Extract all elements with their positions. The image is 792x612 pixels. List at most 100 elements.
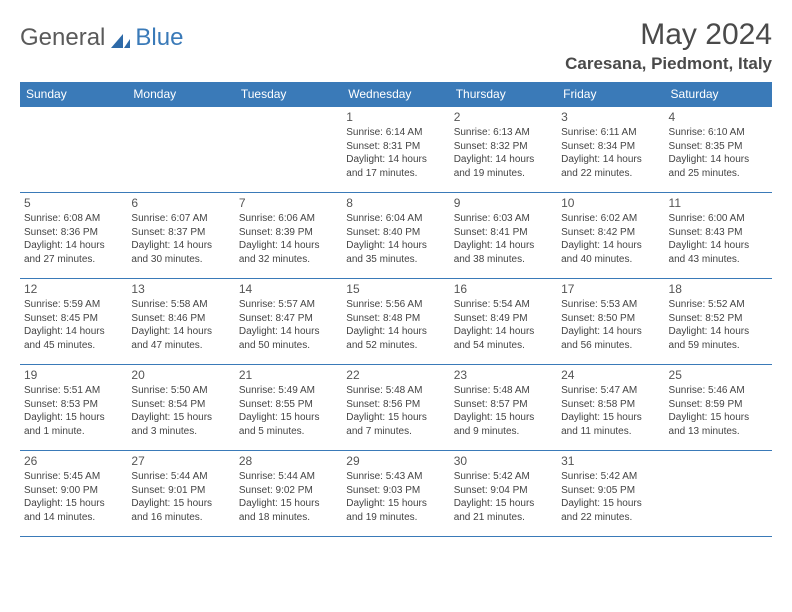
day-header: Sunday bbox=[20, 82, 127, 107]
daylight-line: Daylight: 14 hours and 45 minutes. bbox=[24, 325, 123, 352]
calendar-cell: 8Sunrise: 6:04 AMSunset: 8:40 PMDaylight… bbox=[342, 193, 449, 279]
sunrise-line: Sunrise: 5:44 AM bbox=[131, 470, 230, 484]
day-number: 7 bbox=[239, 196, 338, 210]
calendar-cell: 25 Sunrise: 5:46 AMSunset: 8:59 PMDayligh… bbox=[665, 365, 772, 451]
day-number: 16 bbox=[454, 282, 553, 296]
day-number: 9 bbox=[454, 196, 553, 210]
day-number: 31 bbox=[561, 454, 660, 468]
day-number: 4 bbox=[669, 110, 768, 124]
daylight-line: Daylight: 14 hours and 43 minutes. bbox=[669, 239, 768, 266]
daylight-line: Daylight: 14 hours and 17 minutes. bbox=[346, 153, 445, 180]
day-number: 28 bbox=[239, 454, 338, 468]
sunrise-line: Sunrise: 5:49 AM bbox=[239, 384, 338, 398]
calendar-cell: 7Sunrise: 6:06 AMSunset: 8:39 PMDaylight… bbox=[235, 193, 342, 279]
logo-text-1: General bbox=[20, 24, 105, 52]
location: Caresana, Piedmont, Italy bbox=[565, 54, 772, 74]
sunset-line: Sunset: 8:59 PM bbox=[669, 398, 768, 412]
sunrise-line: Sunrise: 6:11 AM bbox=[561, 126, 660, 140]
daylight-line: Daylight: 15 hours and 11 minutes. bbox=[561, 411, 660, 438]
sunrise-line: Sunrise: 5:50 AM bbox=[131, 384, 230, 398]
sunset-line: Sunset: 8:50 PM bbox=[561, 312, 660, 326]
day-number: 15 bbox=[346, 282, 445, 296]
day-number: 13 bbox=[131, 282, 230, 296]
day-number: 18 bbox=[669, 282, 768, 296]
daylight-line: Daylight: 14 hours and 19 minutes. bbox=[454, 153, 553, 180]
daylight-line: Daylight: 15 hours and 5 minutes. bbox=[239, 411, 338, 438]
daylight-line: Daylight: 15 hours and 13 minutes. bbox=[669, 411, 768, 438]
calendar-week: 5Sunrise: 6:08 AMSunset: 8:36 PMDaylight… bbox=[20, 193, 772, 279]
calendar-cell bbox=[20, 107, 127, 193]
sunrise-line: Sunrise: 5:56 AM bbox=[346, 298, 445, 312]
daylight-line: Daylight: 14 hours and 56 minutes. bbox=[561, 325, 660, 352]
sunrise-line: Sunrise: 5:42 AM bbox=[561, 470, 660, 484]
daylight-line: Daylight: 15 hours and 21 minutes. bbox=[454, 497, 553, 524]
sunset-line: Sunset: 8:40 PM bbox=[346, 226, 445, 240]
sunrise-line: Sunrise: 6:00 AM bbox=[669, 212, 768, 226]
calendar-cell: 3Sunrise: 6:11 AMSunset: 8:34 PMDaylight… bbox=[557, 107, 664, 193]
calendar-page: General Blue May 2024 Caresana, Piedmont,… bbox=[0, 0, 792, 555]
calendar-cell: 4Sunrise: 6:10 AMSunset: 8:35 PMDaylight… bbox=[665, 107, 772, 193]
day-header: Friday bbox=[557, 82, 664, 107]
calendar-cell bbox=[665, 451, 772, 537]
day-number: 20 bbox=[131, 368, 230, 382]
sunset-line: Sunset: 8:49 PM bbox=[454, 312, 553, 326]
sunrise-line: Sunrise: 5:51 AM bbox=[24, 384, 123, 398]
sunset-line: Sunset: 8:53 PM bbox=[24, 398, 123, 412]
sunset-line: Sunset: 8:32 PM bbox=[454, 140, 553, 154]
logo: General Blue bbox=[20, 18, 183, 52]
sunset-line: Sunset: 9:05 PM bbox=[561, 484, 660, 498]
sunset-line: Sunset: 8:48 PM bbox=[346, 312, 445, 326]
logo-text-2: Blue bbox=[135, 24, 183, 52]
sunset-line: Sunset: 9:04 PM bbox=[454, 484, 553, 498]
sunset-line: Sunset: 8:45 PM bbox=[24, 312, 123, 326]
daylight-line: Daylight: 14 hours and 52 minutes. bbox=[346, 325, 445, 352]
sunset-line: Sunset: 8:43 PM bbox=[669, 226, 768, 240]
sunrise-line: Sunrise: 5:44 AM bbox=[239, 470, 338, 484]
sunset-line: Sunset: 8:34 PM bbox=[561, 140, 660, 154]
calendar-week: 1Sunrise: 6:14 AMSunset: 8:31 PMDaylight… bbox=[20, 107, 772, 193]
header: General Blue May 2024 Caresana, Piedmont,… bbox=[20, 18, 772, 74]
daylight-line: Daylight: 14 hours and 27 minutes. bbox=[24, 239, 123, 266]
day-number: 25 bbox=[669, 368, 768, 382]
sunrise-line: Sunrise: 5:46 AM bbox=[669, 384, 768, 398]
daylight-line: Daylight: 14 hours and 50 minutes. bbox=[239, 325, 338, 352]
sunrise-line: Sunrise: 5:59 AM bbox=[24, 298, 123, 312]
day-number: 6 bbox=[131, 196, 230, 210]
daylight-line: Daylight: 15 hours and 16 minutes. bbox=[131, 497, 230, 524]
calendar-cell: 23Sunrise: 5:48 AMSunset: 8:57 PMDayligh… bbox=[450, 365, 557, 451]
daylight-line: Daylight: 14 hours and 32 minutes. bbox=[239, 239, 338, 266]
title-block: May 2024 Caresana, Piedmont, Italy bbox=[565, 18, 772, 74]
sunset-line: Sunset: 9:00 PM bbox=[24, 484, 123, 498]
day-number: 3 bbox=[561, 110, 660, 124]
sunset-line: Sunset: 8:41 PM bbox=[454, 226, 553, 240]
sunrise-line: Sunrise: 6:02 AM bbox=[561, 212, 660, 226]
daylight-line: Daylight: 15 hours and 19 minutes. bbox=[346, 497, 445, 524]
calendar-cell: 24Sunrise: 5:47 AMSunset: 8:58 PMDayligh… bbox=[557, 365, 664, 451]
calendar-cell: 17Sunrise: 5:53 AMSunset: 8:50 PMDayligh… bbox=[557, 279, 664, 365]
calendar-cell: 15 Sunrise: 5:56 AMSunset: 8:48 PMDayligh… bbox=[342, 279, 449, 365]
day-number: 23 bbox=[454, 368, 553, 382]
sunrise-line: Sunrise: 5:43 AM bbox=[346, 470, 445, 484]
day-number: 11 bbox=[669, 196, 768, 210]
calendar-cell: 31Sunrise: 5:42 AMSunset: 9:05 PMDayligh… bbox=[557, 451, 664, 537]
sunset-line: Sunset: 8:52 PM bbox=[669, 312, 768, 326]
daylight-line: Daylight: 15 hours and 9 minutes. bbox=[454, 411, 553, 438]
calendar-cell: 10Sunrise: 6:02 AMSunset: 8:42 PMDayligh… bbox=[557, 193, 664, 279]
calendar-head: SundayMondayTuesdayWednesdayThursdayFrid… bbox=[20, 82, 772, 107]
sunrise-line: Sunrise: 6:07 AM bbox=[131, 212, 230, 226]
calendar-cell: 26Sunrise: 5:45 AMSunset: 9:00 PMDayligh… bbox=[20, 451, 127, 537]
sunrise-line: Sunrise: 5:47 AM bbox=[561, 384, 660, 398]
sunrise-line: Sunrise: 6:08 AM bbox=[24, 212, 123, 226]
sunrise-line: Sunrise: 5:45 AM bbox=[24, 470, 123, 484]
sunrise-line: Sunrise: 5:53 AM bbox=[561, 298, 660, 312]
sunset-line: Sunset: 8:58 PM bbox=[561, 398, 660, 412]
day-number: 30 bbox=[454, 454, 553, 468]
daylight-line: Daylight: 14 hours and 40 minutes. bbox=[561, 239, 660, 266]
calendar-cell: 27Sunrise: 5:44 AMSunset: 9:01 PMDayligh… bbox=[127, 451, 234, 537]
calendar-cell: 28Sunrise: 5:44 AMSunset: 9:02 PMDayligh… bbox=[235, 451, 342, 537]
sunrise-line: Sunrise: 6:14 AM bbox=[346, 126, 445, 140]
day-number: 8 bbox=[346, 196, 445, 210]
day-number: 22 bbox=[346, 368, 445, 382]
day-header: Saturday bbox=[665, 82, 772, 107]
calendar-cell: 22Sunrise: 5:48 AMSunset: 8:56 PMDayligh… bbox=[342, 365, 449, 451]
